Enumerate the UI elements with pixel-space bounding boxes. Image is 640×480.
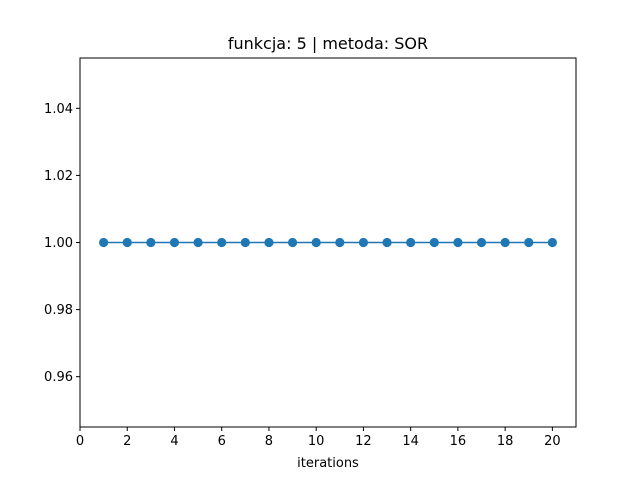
x-tick-label: 10 <box>308 434 325 449</box>
data-point <box>122 237 132 248</box>
data-point <box>240 237 250 248</box>
data-point <box>453 237 463 248</box>
chart-title: funkcja: 5 | metoda: SOR <box>228 34 428 53</box>
x-tick-label: 12 <box>355 434 372 449</box>
y-tick-label: 0.96 <box>44 370 73 385</box>
data-point <box>476 237 487 248</box>
data-point <box>500 237 510 248</box>
data-point <box>358 237 369 248</box>
x-tick-label: 2 <box>123 434 131 449</box>
data-point <box>547 237 557 248</box>
x-tick-label: 6 <box>218 434 226 449</box>
data-point <box>193 237 203 248</box>
y-tick-label: 1.00 <box>44 236 73 251</box>
x-tick-label: 18 <box>497 434 514 449</box>
x-tick-label: 8 <box>265 434 273 449</box>
data-point <box>169 237 180 248</box>
data-point <box>287 237 298 248</box>
y-tick-label: 1.02 <box>44 169 73 184</box>
x-axis-ticks: 0 2 4 6 8 10 12 14 16 18 20 <box>76 427 561 449</box>
data-point <box>264 237 274 248</box>
x-tick-label: 4 <box>170 434 178 449</box>
data-point <box>382 237 392 248</box>
x-axis-label: iterations <box>297 456 359 471</box>
data-point <box>146 237 156 248</box>
data-point <box>335 237 345 248</box>
y-tick-label: 0.98 <box>44 303 73 318</box>
plot-area-frame <box>79 57 577 428</box>
data-point <box>524 237 534 248</box>
x-tick-label: 14 <box>402 434 419 449</box>
data-point <box>99 237 109 248</box>
series-layer <box>99 237 557 248</box>
x-tick-label: 20 <box>544 434 561 449</box>
data-point <box>429 237 439 248</box>
x-tick-label: 0 <box>76 434 84 449</box>
data-point <box>311 237 321 248</box>
y-tick-label: 1.04 <box>44 102 73 117</box>
y-axis-ticks: 0.96 0.98 1.00 1.02 1.04 <box>44 102 80 385</box>
x-tick-label: 16 <box>450 434 467 449</box>
data-point <box>406 237 416 248</box>
data-point <box>217 237 227 248</box>
